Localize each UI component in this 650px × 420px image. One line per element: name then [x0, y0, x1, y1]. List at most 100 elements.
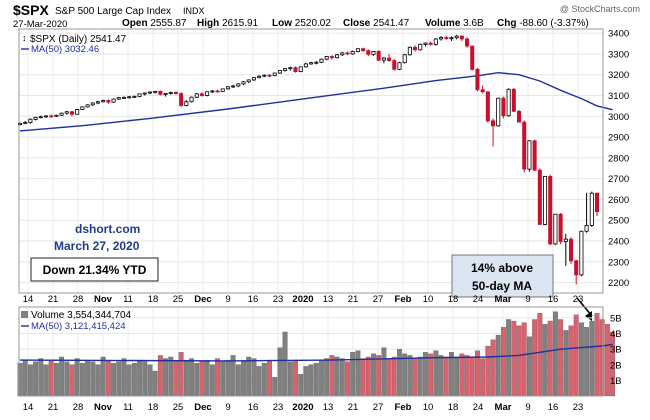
x-tick-label: 16	[248, 294, 259, 305]
volume-bar	[168, 356, 174, 397]
candle-body	[392, 60, 397, 70]
volume-bar	[220, 361, 226, 397]
ohlc-summary: Open 2555.87 High 2615.91 Low 2520.02 Close…	[122, 18, 589, 29]
candle	[246, 79, 251, 84]
candle-body	[537, 169, 542, 225]
volume-bar	[251, 358, 257, 397]
candle-body	[485, 91, 490, 122]
candle	[59, 112, 64, 116]
candle-body	[277, 70, 282, 74]
volume-bar	[397, 349, 402, 397]
candle-body	[449, 37, 454, 40]
volume-bar	[100, 356, 106, 397]
x-tick-label: Mar	[495, 402, 512, 413]
price-tick-label: 3400	[608, 29, 629, 40]
candle-body	[527, 140, 532, 170]
candle-body	[54, 114, 59, 117]
candle-body	[147, 91, 152, 94]
candle-body	[95, 101, 100, 104]
x-tick-label: 21	[48, 294, 59, 305]
x-tick-label: 13	[323, 402, 334, 413]
x-tick-label: 13	[323, 294, 334, 305]
candle	[38, 115, 43, 119]
candle-body	[579, 230, 584, 276]
volume-bar	[163, 358, 168, 397]
volume-bar	[204, 359, 210, 397]
candle	[553, 213, 558, 245]
candle-body	[267, 74, 272, 77]
legend-vol-ma: MA(50) 3,121,415,424	[31, 321, 126, 332]
candle-body	[231, 85, 236, 88]
candle-body	[397, 62, 402, 70]
volume-bar	[152, 370, 158, 397]
volume-bar	[537, 313, 543, 397]
candle-body	[303, 63, 308, 68]
x-tick-label: 18	[148, 402, 159, 413]
callout-arrow-head	[585, 311, 592, 321]
candle-body	[33, 116, 38, 120]
candle	[439, 36, 444, 41]
volume-bar	[578, 322, 584, 397]
index-name: S&P 500 Large Cap Index	[55, 6, 171, 17]
candle-body	[293, 67, 298, 73]
volume-ma-line	[19, 343, 613, 362]
candle	[392, 58, 397, 71]
candle-body	[189, 96, 194, 103]
x-tick-label: 28	[73, 294, 84, 305]
candle-body	[407, 46, 412, 56]
candle-body	[116, 97, 121, 100]
candle	[449, 36, 454, 42]
volume-bar	[303, 366, 309, 397]
candle-body	[173, 92, 178, 95]
volume-bar	[449, 352, 454, 397]
candle	[355, 48, 360, 53]
candle-body	[215, 90, 220, 93]
price-grid	[19, 29, 603, 293]
x-tick-label: Dec	[194, 294, 211, 305]
volume-bar	[256, 366, 262, 397]
candle-body	[80, 106, 85, 110]
candle	[387, 53, 392, 62]
legend-spx-icon: ↕	[22, 33, 27, 43]
candle-body	[366, 50, 371, 55]
x-tick-label: 10	[423, 294, 434, 305]
date-annotation: March 27, 2020	[54, 239, 140, 253]
volume-bar	[329, 355, 335, 397]
volume-bar	[173, 361, 179, 397]
candle-body	[272, 72, 277, 76]
volume-bar	[428, 353, 434, 397]
candle	[345, 51, 350, 56]
candle-body	[179, 93, 184, 106]
x-tick-label: 25	[173, 294, 184, 305]
candle	[75, 109, 80, 115]
x-tick-label: 2020	[292, 294, 313, 305]
volume-bar	[95, 364, 101, 397]
x-tick-label: 16	[548, 402, 559, 413]
candle	[491, 118, 496, 147]
candle-body	[402, 54, 407, 64]
volume-bar	[412, 358, 418, 397]
volume-bar	[199, 361, 205, 397]
ohlc-close: Close 2541.47	[343, 18, 410, 29]
volume-bar	[506, 319, 512, 397]
volume-bar	[241, 361, 246, 397]
candle	[205, 91, 210, 97]
candle	[241, 80, 246, 86]
candle	[454, 34, 459, 40]
x-tick-label: 2020	[292, 402, 313, 413]
candle	[257, 75, 262, 79]
candle	[49, 114, 54, 118]
volume-bar	[360, 358, 366, 397]
candle-body	[511, 88, 516, 112]
volume-bars	[17, 311, 616, 397]
volume-bar	[490, 339, 496, 397]
candle	[413, 45, 418, 52]
volume-bar	[261, 363, 267, 397]
volume-bar	[111, 363, 116, 397]
volume-bar	[293, 359, 298, 397]
candle	[116, 97, 121, 101]
ma-callout-box	[451, 254, 554, 298]
volume-bar	[64, 361, 70, 397]
candle	[28, 118, 33, 124]
